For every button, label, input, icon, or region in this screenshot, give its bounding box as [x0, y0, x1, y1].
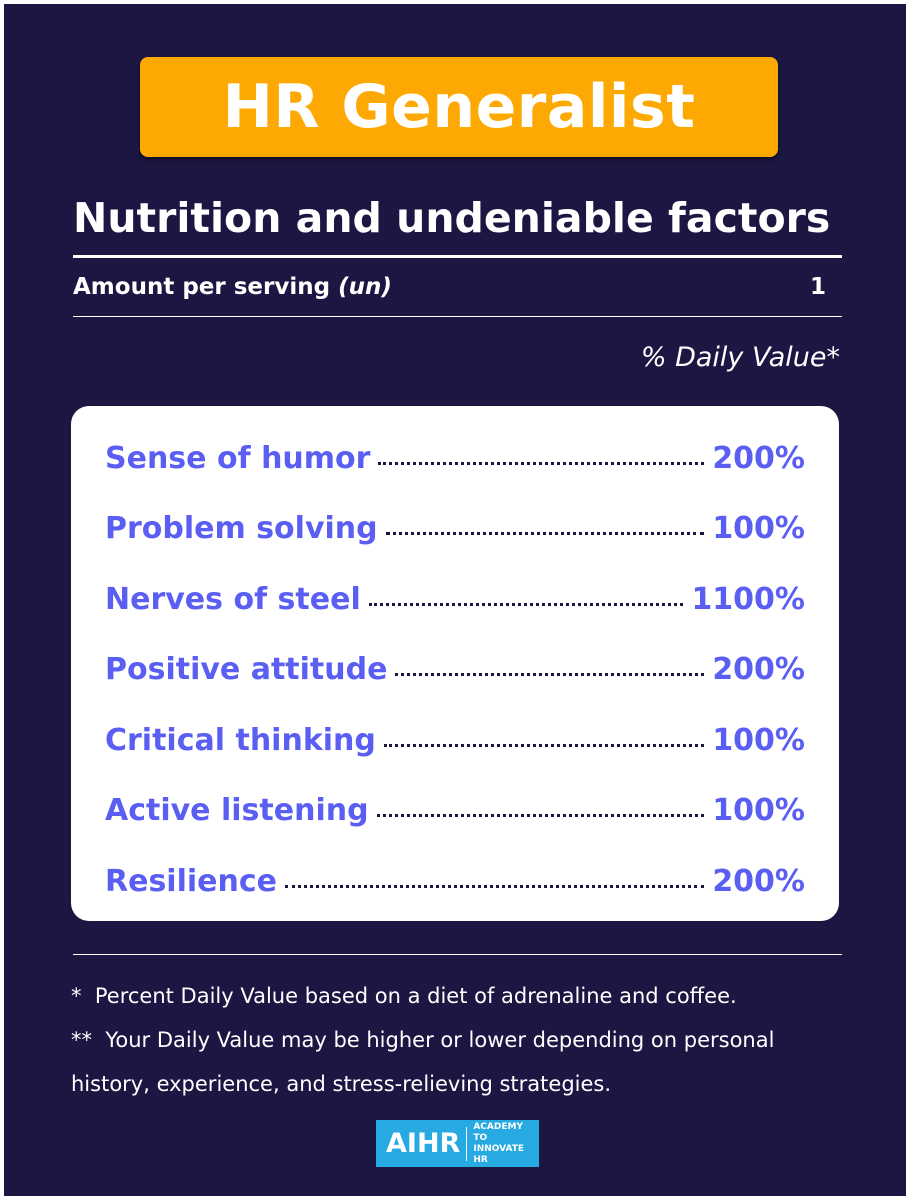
serving-unit: (un)	[338, 274, 392, 300]
dot-leader	[376, 814, 705, 817]
title-banner: HR Generalist	[140, 57, 778, 157]
item-value: 100%	[712, 511, 805, 546]
dot-leader	[395, 673, 705, 676]
divider	[73, 316, 842, 317]
title: HR Generalist	[222, 72, 696, 142]
item-name: Problem solving	[105, 511, 378, 546]
dot-leader	[383, 743, 705, 747]
dot-leader	[385, 532, 705, 535]
subtitle: Nutrition and undeniable factors	[73, 194, 831, 242]
item-row: Resilience 200%	[105, 861, 805, 901]
item-value: 200%	[712, 440, 805, 476]
item-name: Resilience	[105, 863, 277, 899]
footnote: * Percent Daily Value based on a diet of…	[71, 974, 831, 1018]
item-name: Critical thinking	[105, 722, 376, 758]
logo-tagline: ACADEMY TO INNOVATE HR	[473, 1121, 525, 1165]
logo: AIHR ACADEMY TO INNOVATE HR	[376, 1120, 539, 1167]
item-row: Problem solving 100%	[105, 509, 805, 549]
footnote-marker: **	[71, 1028, 92, 1052]
item-row: Active listening 100%	[105, 791, 805, 831]
item-value: 1100%	[691, 581, 805, 617]
item-value: 100%	[712, 722, 805, 758]
item-row: Nerves of steel 1100%	[105, 579, 805, 619]
logo-name: AIHR	[376, 1126, 468, 1161]
dot-leader	[285, 884, 705, 888]
dot-leader	[368, 602, 684, 606]
item-name: Sense of humor	[105, 440, 371, 476]
item-name: Nerves of steel	[105, 581, 361, 617]
serving-label: Amount per serving (un)	[73, 274, 392, 300]
footnote-text: Your Daily Value may be higher or lower …	[71, 1028, 775, 1096]
item-value: 200%	[712, 652, 805, 687]
serving-text: Amount per serving	[73, 274, 331, 300]
footnote: ** Your Daily Value may be higher or low…	[71, 1018, 831, 1106]
dot-leader	[378, 461, 705, 465]
item-value: 200%	[712, 863, 805, 899]
divider	[73, 954, 842, 955]
item-name: Positive attitude	[105, 652, 388, 687]
serving-amount: 1	[810, 274, 827, 300]
item-value: 100%	[712, 793, 805, 828]
item-name: Active listening	[105, 793, 369, 828]
daily-value-header: % Daily Value*	[640, 342, 840, 373]
items-card: Sense of humor 200% Problem solving 100% Ner…	[71, 406, 839, 921]
item-row: Sense of humor 200%	[105, 438, 805, 478]
footnote-marker: *	[71, 984, 82, 1008]
footnote-text: Percent Daily Value based on a diet of a…	[94, 984, 737, 1008]
item-row: Critical thinking 100%	[105, 720, 805, 760]
label-card: HR Generalist Nutrition and undeniable f…	[4, 4, 906, 1196]
item-row: Positive attitude 200%	[105, 650, 805, 690]
divider	[73, 255, 842, 258]
